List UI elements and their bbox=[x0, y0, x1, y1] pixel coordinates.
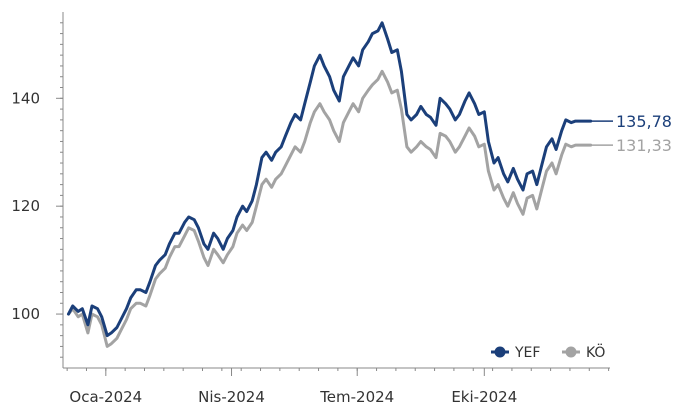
legend: YEF KÖ bbox=[491, 343, 605, 361]
y-tick-label: 100 bbox=[11, 305, 40, 323]
x-axis-ticks: Oca-2024 Nis-2024 Tem-2024 Eki-2024 bbox=[66, 368, 610, 406]
legend-marker bbox=[494, 346, 506, 358]
x-tick-label: Eki-2024 bbox=[451, 388, 517, 406]
series-line-yef bbox=[67, 21, 593, 338]
legend-label: YEF bbox=[514, 345, 540, 361]
series-line-ko bbox=[67, 69, 593, 348]
y-tick-label: 120 bbox=[11, 197, 40, 215]
legend-label: KÖ bbox=[586, 343, 605, 361]
series-layer bbox=[67, 21, 593, 348]
legend-marker bbox=[565, 346, 577, 358]
x-tick-label: Nis-2024 bbox=[198, 388, 265, 406]
axes: 100 120 140 Oca-2024 Nis-2024 Tem-2024 Eki-20… bbox=[11, 12, 610, 406]
end-labels: 135,78 131,33 bbox=[590, 112, 672, 155]
end-value-label: 135,78 bbox=[616, 112, 672, 131]
x-tick-label: Tem-2024 bbox=[319, 388, 394, 406]
y-axis-ticks: 100 120 140 bbox=[11, 22, 63, 358]
end-value-label: 131,33 bbox=[616, 136, 672, 155]
x-tick-label: Oca-2024 bbox=[69, 388, 142, 406]
y-tick-label: 140 bbox=[11, 89, 40, 107]
